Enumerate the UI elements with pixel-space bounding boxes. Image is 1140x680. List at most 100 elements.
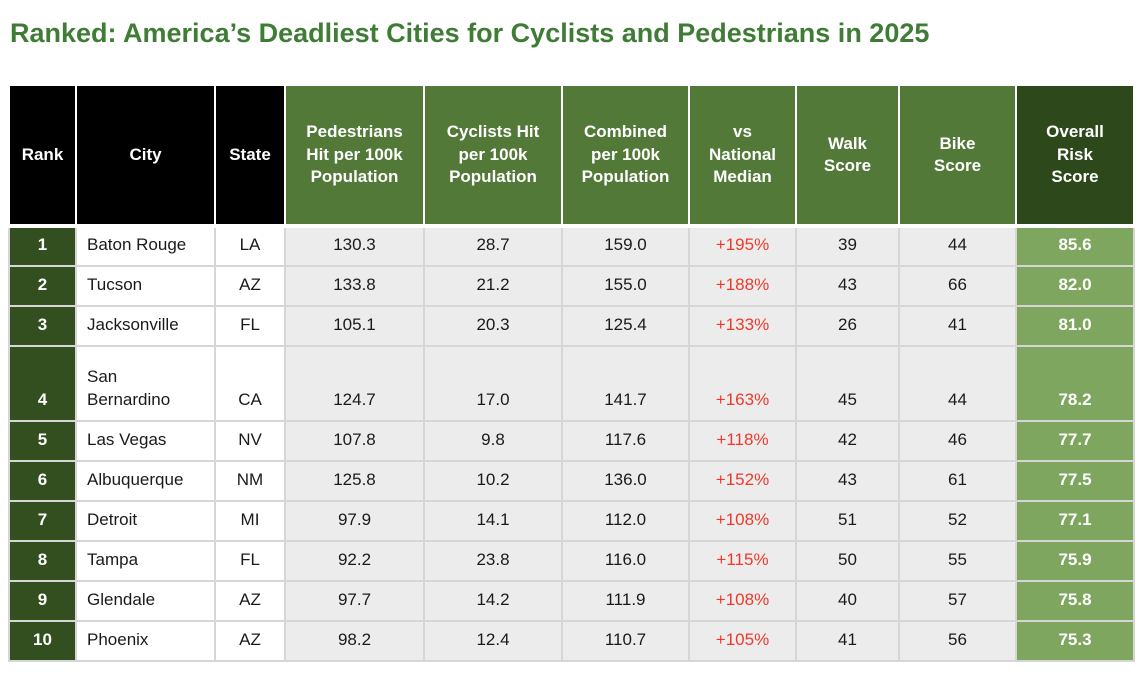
vs-median-cell: +115% <box>688 540 797 583</box>
rank-cell: 2 <box>8 265 77 308</box>
pedestrians-cell: 107.8 <box>284 420 425 463</box>
city-cell: Tampa <box>75 540 216 583</box>
vs-median-cell: +108% <box>688 580 797 623</box>
city-cell: San Bernardino <box>75 345 216 423</box>
combined-cell: 111.9 <box>561 580 690 623</box>
walk-score-cell: 43 <box>795 460 900 503</box>
city-cell: Detroit <box>75 500 216 543</box>
table-row: 1 Baton Rouge LA 130.3 28.7 159.0 +195% … <box>8 225 1135 268</box>
bike-score-cell: 41 <box>898 305 1017 348</box>
col-header-city: City <box>75 84 216 229</box>
city-cell: Glendale <box>75 580 216 623</box>
walk-score-cell: 45 <box>795 345 900 423</box>
cyclists-cell: 28.7 <box>423 225 563 268</box>
city-cell: Baton Rouge <box>75 225 216 268</box>
table-row: 9 Glendale AZ 97.7 14.2 111.9 +108% 40 5… <box>8 580 1135 623</box>
cyclists-cell: 14.1 <box>423 500 563 543</box>
bike-score-cell: 66 <box>898 265 1017 308</box>
bike-score-cell: 44 <box>898 345 1017 423</box>
cyclists-cell: 14.2 <box>423 580 563 623</box>
state-cell: MI <box>214 500 286 543</box>
header-row: Rank City State Pedestrians Hit per 100k… <box>8 84 1135 229</box>
walk-score-cell: 50 <box>795 540 900 583</box>
cyclists-cell: 9.8 <box>423 420 563 463</box>
table-row: 6 Albuquerque NM 125.8 10.2 136.0 +152% … <box>8 460 1135 503</box>
rank-cell: 8 <box>8 540 77 583</box>
rank-cell: 6 <box>8 460 77 503</box>
pedestrians-cell: 98.2 <box>284 620 425 663</box>
pedestrians-cell: 97.9 <box>284 500 425 543</box>
risk-score-cell: 85.6 <box>1015 225 1135 268</box>
pedestrians-cell: 124.7 <box>284 345 425 423</box>
walk-score-cell: 41 <box>795 620 900 663</box>
state-cell: FL <box>214 540 286 583</box>
col-header-walk-score: Walk Score <box>795 84 900 229</box>
vs-median-cell: +163% <box>688 345 797 423</box>
vs-median-cell: +108% <box>688 500 797 543</box>
risk-score-cell: 81.0 <box>1015 305 1135 348</box>
bike-score-cell: 61 <box>898 460 1017 503</box>
rank-cell: 4 <box>8 345 77 423</box>
pedestrians-cell: 125.8 <box>284 460 425 503</box>
risk-score-cell: 78.2 <box>1015 345 1135 423</box>
city-cell: Tucson <box>75 265 216 308</box>
city-cell: Jacksonville <box>75 305 216 348</box>
table-row: 7 Detroit MI 97.9 14.1 112.0 +108% 51 52… <box>8 500 1135 543</box>
col-header-vs-median: vs National Median <box>688 84 797 229</box>
state-cell: NM <box>214 460 286 503</box>
risk-score-cell: 75.9 <box>1015 540 1135 583</box>
walk-score-cell: 42 <box>795 420 900 463</box>
bike-score-cell: 57 <box>898 580 1017 623</box>
pedestrians-cell: 133.8 <box>284 265 425 308</box>
risk-score-cell: 77.7 <box>1015 420 1135 463</box>
risk-score-cell: 75.3 <box>1015 620 1135 663</box>
walk-score-cell: 26 <box>795 305 900 348</box>
col-header-combined: Combined per 100k Population <box>561 84 690 229</box>
rank-cell: 5 <box>8 420 77 463</box>
combined-cell: 125.4 <box>561 305 690 348</box>
table-row: 3 Jacksonville FL 105.1 20.3 125.4 +133%… <box>8 305 1135 348</box>
bike-score-cell: 55 <box>898 540 1017 583</box>
table-row: 8 Tampa FL 92.2 23.8 116.0 +115% 50 55 7… <box>8 540 1135 583</box>
bike-score-cell: 56 <box>898 620 1017 663</box>
cyclists-cell: 12.4 <box>423 620 563 663</box>
col-header-overall-risk: Overall Risk Score <box>1015 84 1135 229</box>
state-cell: FL <box>214 305 286 348</box>
vs-median-cell: +133% <box>688 305 797 348</box>
state-cell: LA <box>214 225 286 268</box>
cyclists-cell: 17.0 <box>423 345 563 423</box>
table-row: 4 San Bernardino CA 124.7 17.0 141.7 +16… <box>8 345 1135 423</box>
rank-cell: 1 <box>8 225 77 268</box>
combined-cell: 159.0 <box>561 225 690 268</box>
city-cell: Phoenix <box>75 620 216 663</box>
rank-cell: 10 <box>8 620 77 663</box>
state-cell: AZ <box>214 620 286 663</box>
risk-score-cell: 82.0 <box>1015 265 1135 308</box>
combined-cell: 155.0 <box>561 265 690 308</box>
vs-median-cell: +195% <box>688 225 797 268</box>
pedestrians-cell: 97.7 <box>284 580 425 623</box>
table-row: 2 Tucson AZ 133.8 21.2 155.0 +188% 43 66… <box>8 265 1135 308</box>
pedestrians-cell: 92.2 <box>284 540 425 583</box>
cyclists-cell: 23.8 <box>423 540 563 583</box>
rank-cell: 9 <box>8 580 77 623</box>
bike-score-cell: 46 <box>898 420 1017 463</box>
combined-cell: 112.0 <box>561 500 690 543</box>
state-cell: AZ <box>214 580 286 623</box>
walk-score-cell: 39 <box>795 225 900 268</box>
col-header-bike-score: Bike Score <box>898 84 1017 229</box>
col-header-state: State <box>214 84 286 229</box>
cyclists-cell: 20.3 <box>423 305 563 348</box>
bike-score-cell: 52 <box>898 500 1017 543</box>
vs-median-cell: +105% <box>688 620 797 663</box>
col-header-rank: Rank <box>8 84 77 229</box>
state-cell: NV <box>214 420 286 463</box>
combined-cell: 117.6 <box>561 420 690 463</box>
pedestrians-cell: 130.3 <box>284 225 425 268</box>
table-row: 5 Las Vegas NV 107.8 9.8 117.6 +118% 42 … <box>8 420 1135 463</box>
combined-cell: 110.7 <box>561 620 690 663</box>
state-cell: AZ <box>214 265 286 308</box>
vs-median-cell: +118% <box>688 420 797 463</box>
walk-score-cell: 51 <box>795 500 900 543</box>
page-title: Ranked: America’s Deadliest Cities for C… <box>10 18 930 48</box>
